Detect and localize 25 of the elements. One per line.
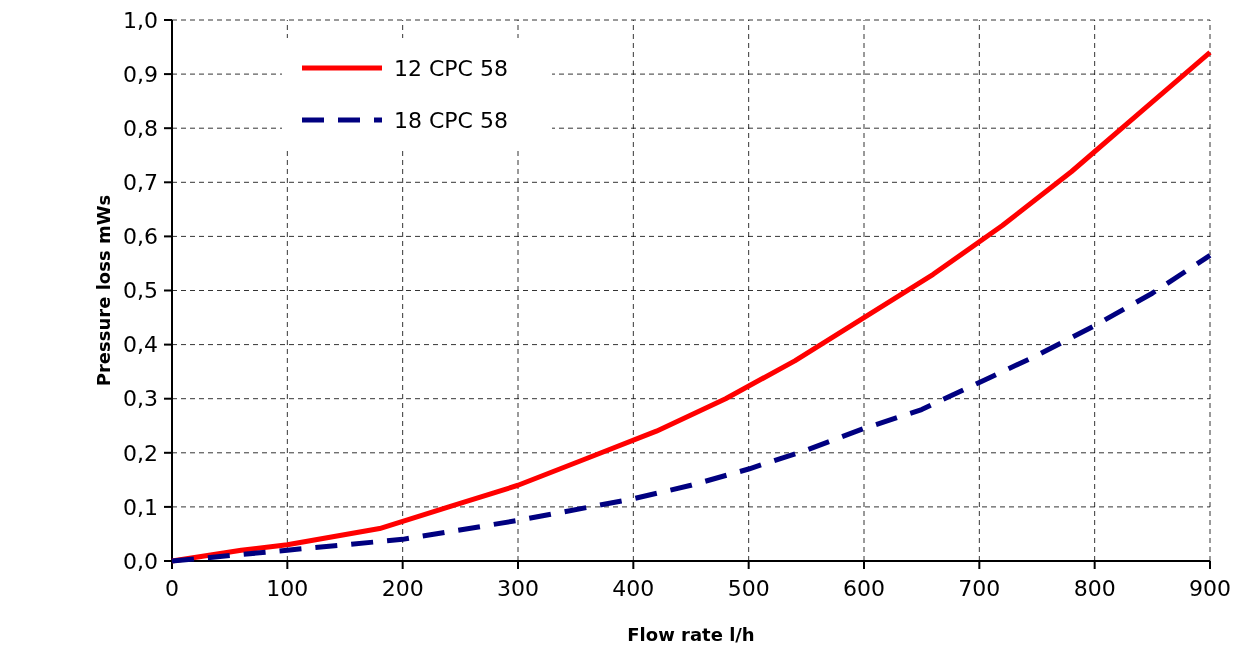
y-tick-label: 0,5 — [123, 278, 158, 304]
legend-label: 12 CPC 58 — [394, 55, 508, 81]
x-tick-label: 200 — [381, 576, 424, 601]
y-tick-label: 0,6 — [123, 224, 158, 250]
y-tick-label: 0,8 — [123, 115, 158, 141]
y-tick-label: 0,0 — [123, 548, 158, 574]
y-tick-label: 0,3 — [123, 386, 158, 412]
y-tick-label: 0,1 — [123, 494, 158, 520]
x-axis-title: Flow rate l/h — [627, 624, 755, 645]
y-tick-label: 0,7 — [123, 170, 158, 195]
x-tick-label: 300 — [497, 576, 539, 601]
x-tick-label: 700 — [958, 576, 1001, 601]
x-tick-label: 100 — [266, 576, 309, 601]
y-tick-label: 1,0 — [123, 7, 158, 33]
x-tick-label: 900 — [1189, 576, 1231, 601]
x-tick-label: 800 — [1073, 576, 1116, 601]
y-tick-label: 0,4 — [123, 332, 158, 358]
y-tick-label: 0,9 — [123, 61, 158, 87]
x-tick-label: 500 — [727, 576, 770, 601]
x-tick-label: 400 — [612, 576, 655, 601]
x-tick-label: 0 — [165, 576, 179, 601]
x-tick-label: 600 — [843, 576, 885, 601]
y-tick-label: 0,2 — [123, 440, 158, 466]
legend-label: 18 CPC 58 — [394, 107, 508, 133]
y-axis-title: Pressure loss mWs — [93, 194, 114, 387]
